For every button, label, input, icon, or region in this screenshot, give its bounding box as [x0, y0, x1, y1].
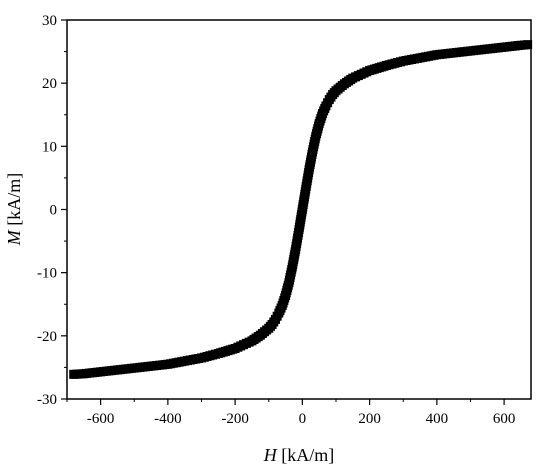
x-tick-label: -400 — [154, 411, 182, 427]
y-tick-label: -20 — [37, 329, 57, 345]
y-axis-title: M [kA/m] — [4, 173, 24, 247]
x-axis-title-symbol: H — [263, 445, 278, 465]
y-tick-label: -10 — [37, 266, 57, 282]
x-tick-label: 600 — [493, 411, 516, 427]
x-axis-title: H [kA/m] — [263, 445, 335, 465]
x-tick-label: 400 — [426, 411, 449, 427]
data-point — [523, 40, 533, 50]
x-tick-label: -200 — [221, 411, 249, 427]
y-tick-label: 20 — [42, 76, 57, 92]
tick-labels: -600 -400 -200 0 200 400 600 -30 -20 -10 0 10 20 30 — [37, 13, 515, 427]
axis-ticks — [61, 19, 505, 405]
y-tick-label: 30 — [42, 13, 57, 29]
x-axis-title-unit: [kA/m] — [277, 445, 335, 465]
y-tick-label: 10 — [42, 139, 57, 155]
x-tick-label: -600 — [87, 411, 115, 427]
y-axis-title-unit: [kA/m] — [4, 173, 24, 231]
y-tick-label: -30 — [37, 392, 57, 408]
x-tick-label: 0 — [299, 411, 307, 427]
y-tick-label: 0 — [50, 203, 58, 219]
x-tick-label: 200 — [358, 411, 381, 427]
plot-frame — [66, 19, 532, 400]
y-axis-title-symbol: M — [4, 229, 24, 246]
magnetization-curve — [69, 40, 533, 379]
